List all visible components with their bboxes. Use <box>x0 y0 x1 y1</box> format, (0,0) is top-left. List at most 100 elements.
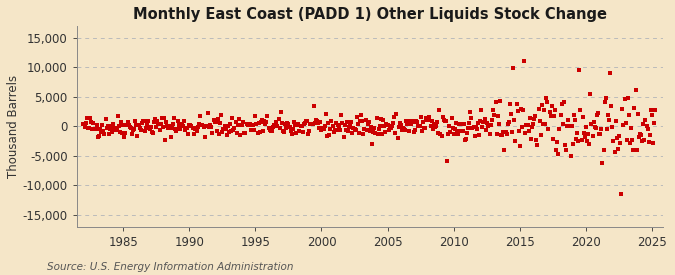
Point <box>483 122 494 127</box>
Point <box>246 123 257 127</box>
Point <box>308 104 319 108</box>
Point <box>478 119 489 124</box>
Point <box>117 131 128 135</box>
Point <box>493 121 504 126</box>
Point <box>607 125 618 129</box>
Point <box>113 124 124 129</box>
Point <box>560 143 570 147</box>
Point <box>596 127 607 131</box>
Point <box>566 124 577 129</box>
Point <box>619 97 630 101</box>
Point <box>448 125 458 130</box>
Point <box>477 125 488 129</box>
Point <box>258 128 269 133</box>
Point <box>342 120 352 124</box>
Point <box>452 129 462 134</box>
Point <box>109 127 119 132</box>
Point <box>479 116 490 121</box>
Point <box>537 103 547 107</box>
Point <box>441 119 452 123</box>
Point <box>576 138 587 142</box>
Point <box>202 124 213 128</box>
Point <box>568 113 579 117</box>
Point <box>293 122 304 127</box>
Point <box>87 126 98 131</box>
Point <box>356 113 367 117</box>
Point <box>252 130 263 135</box>
Point <box>313 121 323 125</box>
Point <box>307 121 318 126</box>
Point <box>556 113 566 117</box>
Point <box>582 139 593 143</box>
Point <box>441 158 452 163</box>
Point <box>315 120 326 125</box>
Point <box>140 129 151 133</box>
Point <box>416 128 427 133</box>
Point <box>319 124 330 128</box>
Point <box>552 140 563 144</box>
Point <box>207 130 218 135</box>
Point <box>394 121 405 125</box>
Point <box>450 127 460 131</box>
Point <box>157 116 167 120</box>
Point <box>466 116 477 120</box>
Point <box>284 125 295 129</box>
Point <box>459 138 470 142</box>
Point <box>532 143 543 147</box>
Point <box>282 120 293 125</box>
Point <box>354 119 365 124</box>
Point <box>634 131 645 136</box>
Point <box>475 119 485 123</box>
Point <box>631 148 642 152</box>
Point <box>580 125 591 129</box>
Point <box>380 129 391 134</box>
Point <box>294 129 305 133</box>
Point <box>234 117 244 122</box>
Point <box>387 120 398 125</box>
Point <box>367 141 377 146</box>
Point <box>255 120 266 124</box>
Point <box>521 123 532 128</box>
Point <box>225 122 236 126</box>
Point <box>504 119 514 124</box>
Point <box>486 123 497 128</box>
Point <box>645 108 656 112</box>
Point <box>178 124 188 128</box>
Point <box>344 125 354 129</box>
Point <box>248 123 259 127</box>
Point <box>195 114 206 119</box>
Point <box>498 130 509 134</box>
Point <box>342 128 353 133</box>
Point <box>429 122 439 126</box>
Point <box>121 123 132 128</box>
Point <box>136 128 146 132</box>
Point <box>336 113 347 117</box>
Point <box>551 148 562 152</box>
Point <box>206 124 217 129</box>
Point <box>389 115 400 120</box>
Point <box>639 138 650 142</box>
Point <box>202 111 213 116</box>
Point <box>159 138 170 142</box>
Point <box>508 66 518 71</box>
Point <box>211 120 221 124</box>
Point <box>88 121 99 126</box>
Point <box>504 101 515 106</box>
Point <box>159 116 169 120</box>
Point <box>141 126 152 130</box>
Point <box>417 120 428 125</box>
Point <box>471 127 482 131</box>
Point <box>337 121 348 125</box>
Point <box>437 115 448 119</box>
Point <box>624 113 634 117</box>
Point <box>537 122 548 126</box>
Point <box>638 122 649 126</box>
Point <box>162 124 173 128</box>
Point <box>228 128 239 133</box>
Point <box>103 132 114 136</box>
Point <box>640 117 651 122</box>
Point <box>396 122 406 127</box>
Point <box>553 152 564 156</box>
Point <box>148 120 159 124</box>
Point <box>370 131 381 135</box>
